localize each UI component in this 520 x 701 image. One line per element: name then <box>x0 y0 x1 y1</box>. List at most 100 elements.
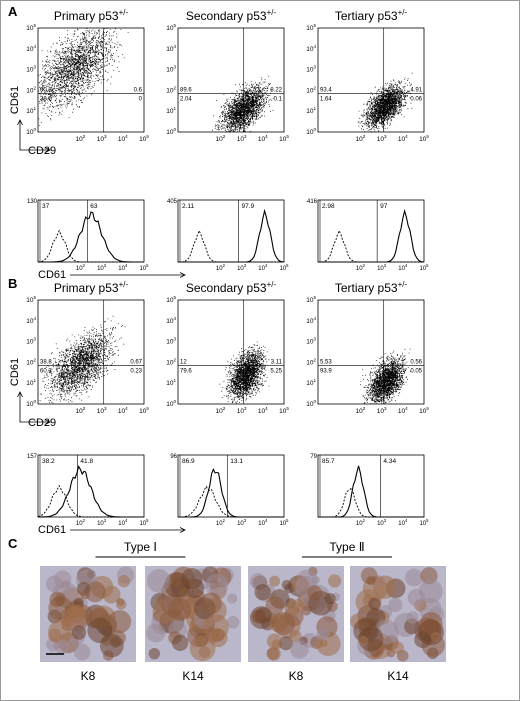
tick-label: 102 <box>166 357 176 366</box>
tick-base: 10 <box>166 108 174 115</box>
tick-base: 10 <box>139 408 147 415</box>
tick-base: 10 <box>76 408 84 415</box>
tick-base: 10 <box>166 359 174 366</box>
stain-blob <box>319 639 328 648</box>
tick-base: 10 <box>306 297 314 304</box>
stain-blob <box>54 596 65 607</box>
tick-exp: 3 <box>313 65 316 70</box>
tick-label: 100 <box>26 127 36 136</box>
tick-label: 105 <box>419 134 429 143</box>
tick-base: 10 <box>166 129 174 136</box>
quadrant-value: 38.6 <box>40 97 52 103</box>
tick-exp: 3 <box>384 406 387 411</box>
tick-label: 103 <box>377 518 387 527</box>
image-label: K8 <box>289 669 304 683</box>
tick-base: 10 <box>279 408 287 415</box>
stain-blob <box>146 569 171 593</box>
tick-label: 101 <box>306 378 316 387</box>
tick-exp: 5 <box>426 134 429 139</box>
tick-label: 101 <box>306 106 316 115</box>
quadrant-value: 0.05 <box>410 369 422 375</box>
gate-value: 63 <box>90 203 98 210</box>
tick-label: 105 <box>166 295 176 304</box>
stain-blob <box>307 585 323 601</box>
title-text: Primary p53 <box>54 9 119 23</box>
quadrant-value: 38.8 <box>40 360 52 366</box>
tick-label: 105 <box>279 518 289 527</box>
tick-exp: 5 <box>313 23 316 28</box>
gate-value: 13.1 <box>230 458 243 465</box>
gate-value: 38.2 <box>42 458 55 465</box>
tick-label: 101 <box>166 378 176 387</box>
tick-label: 100 <box>306 127 316 136</box>
tick-label: 105 <box>279 406 289 415</box>
stain-blob <box>148 647 161 660</box>
scatter-dots <box>38 27 129 126</box>
tick-exp: 5 <box>426 406 429 411</box>
tick-base: 10 <box>216 408 224 415</box>
tick-exp: 2 <box>83 406 86 411</box>
tick-label: 105 <box>419 263 429 272</box>
gate-value: 86.9 <box>182 458 195 465</box>
tick-exp: 5 <box>33 295 36 300</box>
tick-base: 10 <box>26 87 34 94</box>
histogram-ymax: 79 <box>310 454 317 460</box>
title-text: Tertiary p53 <box>335 9 398 23</box>
tick-base: 10 <box>377 136 385 143</box>
tick-base: 10 <box>398 136 406 143</box>
tick-exp: 2 <box>173 85 176 90</box>
quadrant-value: 60.3 <box>40 369 52 375</box>
plot-title: Primary p53+/- <box>54 8 129 23</box>
tick-label: 102 <box>26 85 36 94</box>
quadrant-value: 93.4 <box>320 88 332 94</box>
quadrant-value: 79.6 <box>180 369 192 375</box>
gate-value: 97.9 <box>241 203 254 210</box>
tick-label: 105 <box>419 518 429 527</box>
stain-blob <box>167 597 192 621</box>
tick-base: 10 <box>26 318 34 325</box>
stain-blob <box>289 629 302 643</box>
stain-blob <box>278 636 293 651</box>
tick-base: 10 <box>306 401 314 408</box>
tick-base: 10 <box>166 380 174 387</box>
scatter-dots <box>219 341 270 404</box>
scatter-dots <box>212 75 274 133</box>
arrow-head <box>179 527 186 533</box>
histogram-ymax: 96 <box>170 454 177 460</box>
panel-label: C <box>8 536 18 551</box>
tick-exp: 4 <box>33 44 36 49</box>
tick-label: 104 <box>26 316 36 325</box>
plot-title: Secondary p53+/- <box>186 8 277 23</box>
tick-base: 10 <box>118 136 126 143</box>
tick-label: 100 <box>166 127 176 136</box>
axis-label: CD29 <box>28 417 56 429</box>
stain-blob <box>291 599 305 612</box>
quadrant-value: 30.8 <box>40 88 52 94</box>
tick-label: 104 <box>306 44 316 53</box>
tick-base: 10 <box>377 408 385 415</box>
tick-exp: 3 <box>244 263 247 268</box>
tick-exp: 5 <box>146 518 149 523</box>
tick-label: 102 <box>76 134 86 143</box>
tick-label: 105 <box>306 23 316 32</box>
tick-label: 102 <box>76 406 86 415</box>
tick-label: 104 <box>258 518 268 527</box>
gate-value: 41.8 <box>80 458 93 465</box>
tick-label: 103 <box>237 518 247 527</box>
tick-exp: 2 <box>33 85 36 90</box>
tick-exp: 0 <box>313 399 316 404</box>
tick-exp: 2 <box>313 357 316 362</box>
tick-label: 102 <box>356 134 366 143</box>
tick-base: 10 <box>356 266 363 272</box>
stain-blob <box>368 597 381 611</box>
tick-label: 101 <box>26 378 36 387</box>
tick-exp: 4 <box>405 518 408 523</box>
tick-base: 10 <box>26 108 34 115</box>
tick-base: 10 <box>76 266 83 272</box>
tick-base: 10 <box>279 136 287 143</box>
tick-exp: 2 <box>83 263 86 268</box>
group-label: Type Ⅱ <box>329 540 364 554</box>
gate-value: 2.11 <box>182 203 195 210</box>
arrow-head <box>17 119 23 126</box>
